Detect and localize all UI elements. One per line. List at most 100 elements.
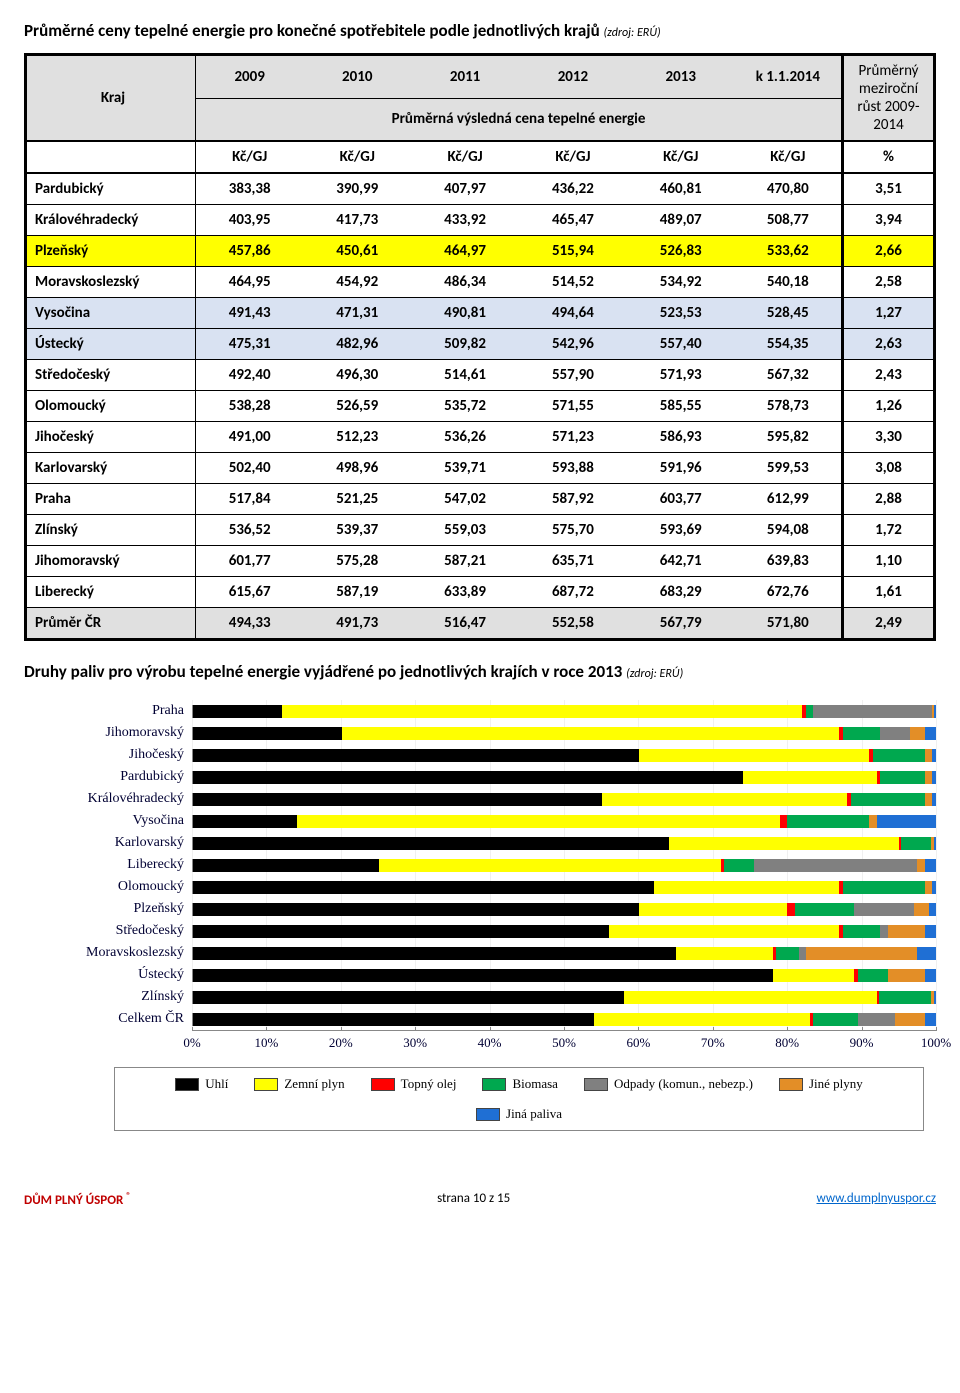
cell: 454,92 (303, 267, 411, 298)
cell: 489,07 (627, 205, 735, 236)
cell: 509,82 (411, 329, 519, 360)
cell: 417,73 (303, 205, 411, 236)
legend-item: Biomasa (482, 1076, 558, 1092)
chart-row-label: Liberecký (54, 857, 192, 873)
row-name: Středočeský (26, 360, 196, 391)
chart-row-label: Jihočeský (54, 747, 192, 763)
legend-item: Odpady (komun., nebezp.) (584, 1076, 753, 1092)
th-year-5: k 1.1.2014 (735, 55, 843, 99)
footer-link[interactable]: www.dumplnyuspor.cz (816, 1191, 936, 1206)
axis-tick: 10% (254, 1035, 278, 1051)
cell: 593,88 (519, 453, 627, 484)
subtitle2-source: (zdroj: ERÚ) (626, 667, 683, 681)
th-avg: Průměrný meziroční růst 2009-2014 (843, 55, 935, 142)
cell: 498,96 (303, 453, 411, 484)
cell: 450,61 (303, 236, 411, 267)
chart-bar (192, 969, 936, 982)
chart-row-label: Ústecký (54, 967, 192, 983)
cell: 464,95 (196, 267, 304, 298)
cell: 603,77 (627, 484, 735, 515)
cell: 672,76 (735, 577, 843, 608)
cell: 514,52 (519, 267, 627, 298)
cell: 516,47 (411, 608, 519, 640)
cell: 390,99 (303, 173, 411, 205)
cell: 539,37 (303, 515, 411, 546)
cell: 585,55 (627, 391, 735, 422)
axis-tick: 50% (552, 1035, 576, 1051)
axis-tick: 80% (775, 1035, 799, 1051)
cell: 491,73 (303, 608, 411, 640)
cell: 591,96 (627, 453, 735, 484)
cell: 471,31 (303, 298, 411, 329)
th-year-0: 2009 (196, 55, 304, 99)
cell: 587,21 (411, 546, 519, 577)
cell: 502,40 (196, 453, 304, 484)
cell: 567,79 (627, 608, 735, 640)
th-year-2: 2011 (411, 55, 519, 99)
cell: 571,23 (519, 422, 627, 453)
cell-pct: 1,61 (843, 577, 935, 608)
cell: 601,77 (196, 546, 304, 577)
cell-pct: 1,10 (843, 546, 935, 577)
cell: 633,89 (411, 577, 519, 608)
cell: 534,92 (627, 267, 735, 298)
axis-tick: 40% (478, 1035, 502, 1051)
cell: 514,61 (411, 360, 519, 391)
cell-pct: 1,26 (843, 391, 935, 422)
cell-pct: 3,94 (843, 205, 935, 236)
cell: 559,03 (411, 515, 519, 546)
cell: 586,93 (627, 422, 735, 453)
axis-tick: 60% (626, 1035, 650, 1051)
cell: 490,81 (411, 298, 519, 329)
chart-bar (192, 705, 936, 718)
chart-row-label: Vysočina (54, 813, 192, 829)
cell: 457,86 (196, 236, 304, 267)
cell-pct: 2,43 (843, 360, 935, 391)
row-name: Moravskoslezský (26, 267, 196, 298)
page-footer: DŮM PLNÝ ÚSPOR ® strana 10 z 15 www.dump… (24, 1191, 936, 1208)
cell: 552,58 (519, 608, 627, 640)
cell: 517,84 (196, 484, 304, 515)
cell: 535,72 (411, 391, 519, 422)
cell: 639,83 (735, 546, 843, 577)
chart-row-label: Královéhradecký (54, 791, 192, 807)
cell: 526,83 (627, 236, 735, 267)
cell: 475,31 (196, 329, 304, 360)
axis-tick: 30% (403, 1035, 427, 1051)
cell-pct: 3,08 (843, 453, 935, 484)
axis-tick: 70% (701, 1035, 725, 1051)
cell-pct: 2,88 (843, 484, 935, 515)
cell: 587,19 (303, 577, 411, 608)
chart-row-label: Karlovarský (54, 835, 192, 851)
cell: 567,32 (735, 360, 843, 391)
chart-row-label: Středočeský (54, 923, 192, 939)
cell: 594,08 (735, 515, 843, 546)
cell-pct: 3,51 (843, 173, 935, 205)
title-source: (zdroj: ERÚ) (604, 26, 661, 40)
cell: 433,92 (411, 205, 519, 236)
cell: 486,34 (411, 267, 519, 298)
cell: 494,64 (519, 298, 627, 329)
row-name: Vysočina (26, 298, 196, 329)
th-year-4: 2013 (627, 55, 735, 99)
cell: 612,99 (735, 484, 843, 515)
axis-tick: 20% (329, 1035, 353, 1051)
chart-bar (192, 991, 936, 1004)
legend-item: Jiné plyny (779, 1076, 863, 1092)
axis-tick: 0% (183, 1035, 200, 1051)
price-table: Kraj 2009 2010 2011 2012 2013 k 1.1.2014… (24, 53, 936, 641)
cell: 571,80 (735, 608, 843, 640)
cell: 465,47 (519, 205, 627, 236)
th-kraj: Kraj (26, 55, 196, 142)
cell: 470,80 (735, 173, 843, 205)
cell: 492,40 (196, 360, 304, 391)
th-sub: Průměrná výsledná cena tepelné energie (196, 98, 843, 141)
cell: 536,26 (411, 422, 519, 453)
unit-pct: % (843, 141, 935, 173)
unit-2: Kč/GJ (411, 141, 519, 173)
subtitle-2: Druhy paliv pro výrobu tepelné energie v… (24, 661, 936, 682)
cell: 512,23 (303, 422, 411, 453)
chart-row-label: Zlínský (54, 989, 192, 1005)
axis-tick: 90% (850, 1035, 874, 1051)
chart-bar (192, 859, 936, 872)
